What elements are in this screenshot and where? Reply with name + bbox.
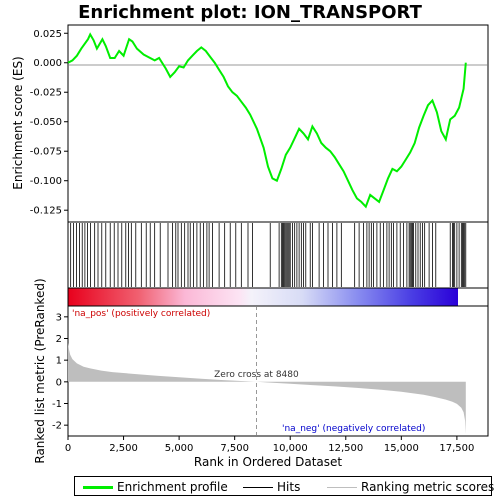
metric-x-tick-label: 5,000 — [165, 443, 194, 454]
metric-x-tick-label: 10,000 — [273, 443, 308, 454]
metric-y-tick-label: -1 — [52, 399, 62, 410]
es-y-tick-label: 0.000 — [33, 58, 62, 69]
metric-y-tick-label: 1 — [56, 356, 62, 367]
enrichment-plot-area — [67, 24, 489, 223]
neg-correlated-annotation: 'na_neg' (negatively correlated) — [282, 424, 425, 434]
enrichment-profile-line — [67, 32, 467, 209]
metric-x-tick-label: 2,500 — [109, 443, 138, 454]
ranking-metric-area — [68, 342, 466, 434]
legend-item-hits: Hits — [243, 479, 300, 495]
es-y-tick-label: 0.025 — [33, 29, 62, 40]
legend-swatch-metric — [327, 487, 357, 488]
metric-plot-area — [67, 305, 489, 437]
es-y-tick-label: -0.100 — [30, 176, 62, 187]
metric-x-tick-label: 7,500 — [220, 443, 249, 454]
legend-label-enrichment: Enrichment profile — [117, 480, 228, 494]
metric-x-axis: 0 2,500 5,000 7,500 10,000 12,500 15,000 17,500 — [65, 436, 474, 454]
metric-x-tick-label: 15,000 — [384, 443, 419, 454]
metric-x-tick-label: 17,500 — [439, 443, 474, 454]
rank-color-bar — [68, 288, 458, 306]
hit-lines — [70, 223, 467, 287]
legend: Enrichment profile Hits Ranking metric s… — [74, 476, 494, 496]
es-y-axis: 0.025 0.000 -0.025 -0.050 -0.075 -0.100 -0.125 — [30, 29, 68, 217]
es-y-tick-label: -0.025 — [30, 88, 62, 99]
metric-y-label: Ranked list metric (PreRanked) — [33, 278, 47, 463]
legend-swatch-enrichment — [83, 486, 113, 489]
es-y-tick-label: -0.075 — [30, 147, 62, 158]
metric-x-tick-label: 12,500 — [328, 443, 363, 454]
enrichment-panel: 0.025 0.000 -0.025 -0.050 -0.075 -0.100 -0.125… — [11, 24, 489, 223]
es-y-tick-label: -0.050 — [30, 117, 62, 128]
metric-panel: Zero cross at 8480 'na_pos' (positively … — [33, 278, 489, 469]
legend-label-metric: Ranking metric scores — [361, 480, 495, 494]
metric-y-axis: 3 2 1 0 -1 -2 — [52, 312, 68, 432]
metric-y-tick-label: 0 — [56, 377, 62, 388]
pos-correlated-annotation: 'na_pos' (positively correlated) — [72, 309, 210, 319]
hits-panel — [67, 221, 489, 307]
legend-label-hits: Hits — [277, 480, 301, 494]
es-y-tick-label: -0.125 — [30, 206, 62, 217]
chart-title: Enrichment plot: ION_TRANSPORT — [78, 2, 422, 23]
es-y-label: Enrichment score (ES) — [11, 56, 25, 189]
metric-x-tick-label: 0 — [65, 443, 71, 454]
legend-swatch-hits — [243, 487, 273, 488]
metric-x-label: Rank in Ordered Dataset — [194, 455, 342, 469]
zero-cross-annotation: Zero cross at 8480 — [214, 370, 299, 380]
metric-y-tick-label: 3 — [56, 312, 62, 323]
metric-y-tick-label: 2 — [56, 334, 62, 345]
metric-y-tick-label: -2 — [52, 421, 62, 432]
legend-item-metric: Ranking metric scores — [327, 479, 494, 495]
legend-item-enrichment: Enrichment profile — [83, 479, 228, 495]
